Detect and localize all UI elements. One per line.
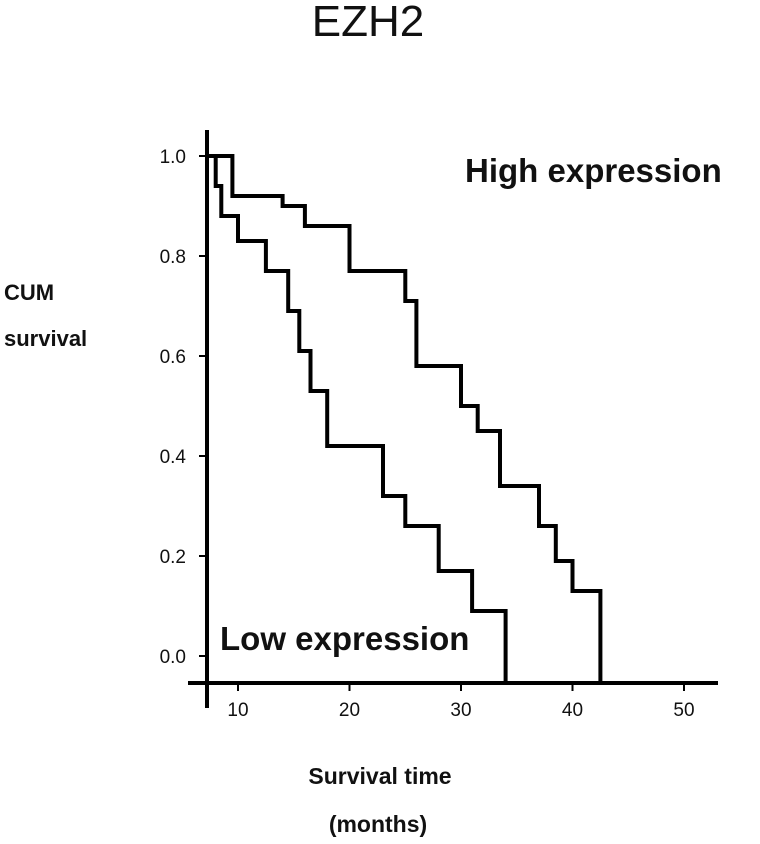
x-tick-label: 50 [673,700,694,721]
x-tick-label: 30 [450,700,471,721]
high-expression-curve [206,154,603,681]
x-axis-label-line1: Survival time [308,763,451,789]
y-tick-label: 0.8 [160,247,186,268]
axis-ticks: 10 20 30 40 50 0.0 0.2 0.4 0.6 0.8 1.0 [160,147,695,721]
axes [188,130,718,708]
y-tick-label: 0.0 [160,647,186,668]
y-tick-label: 0.2 [160,547,186,568]
x-tick-label: 40 [562,700,583,721]
high-expression-label: High expression [465,152,722,189]
x-tick-label: 10 [227,700,248,721]
low-expression-curve [206,154,508,681]
y-axis-label-line1: CUM [4,280,54,305]
y-tick-label: 0.4 [160,447,187,468]
y-axis-label-line2: survival [4,326,87,351]
y-tick-label: 1.0 [160,147,186,168]
x-axis-label-line2: (months) [329,811,427,837]
x-tick-label: 20 [339,700,360,721]
chart-title: EZH2 [312,0,424,46]
low-expression-label: Low expression [220,620,469,657]
survival-curves [206,154,603,681]
y-tick-label: 0.6 [160,347,186,368]
